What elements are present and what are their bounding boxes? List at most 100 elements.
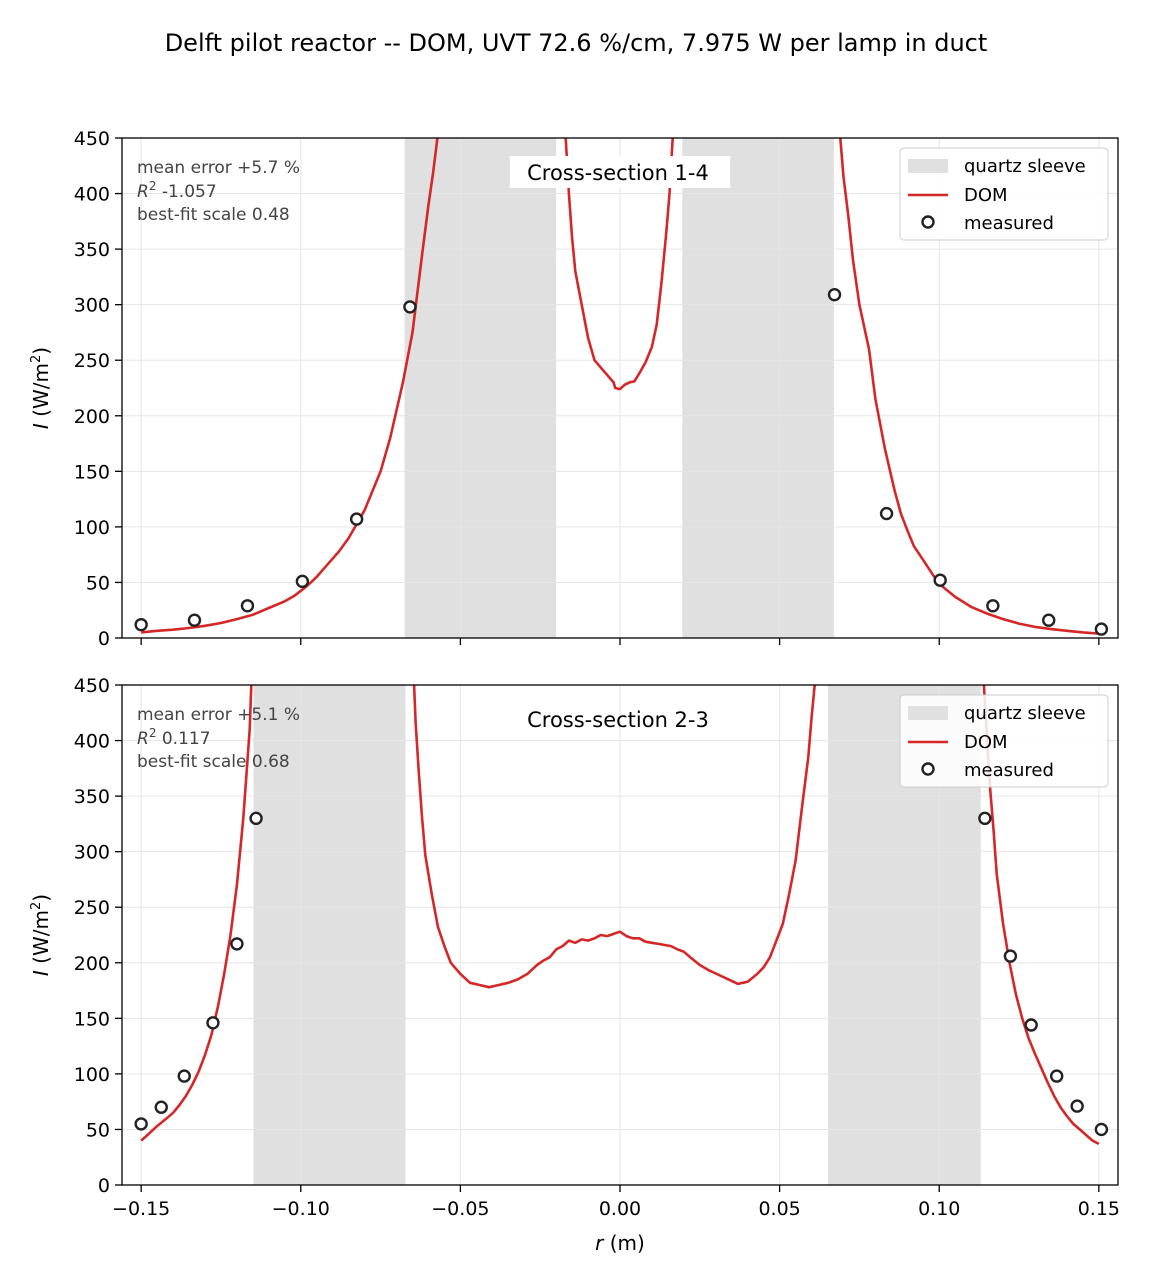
y-tick-label: 450: [74, 675, 110, 697]
y-tick-label: 50: [86, 572, 110, 594]
measured-point: [206, 1016, 220, 1030]
x-axis-label: r (m): [595, 1231, 645, 1255]
y-axis-variable: I: [29, 423, 53, 429]
annotation-r2: R2 0.117: [137, 726, 211, 749]
subplot-title: Cross-section 2-3: [527, 708, 709, 732]
legend-label-dom: DOM: [964, 185, 1008, 206]
y-tick-label: 150: [74, 461, 110, 483]
y-axis-label: I (W/m2): [29, 347, 53, 429]
y-tick-label: 0: [98, 1175, 110, 1197]
measured-point: [134, 617, 148, 632]
measured-point: [1042, 613, 1056, 627]
annotation-mean-error: mean error +5.7 %: [137, 158, 300, 178]
y-tick-label: 0: [98, 628, 110, 650]
legend: quartz sleeve DOM measured: [899, 147, 1109, 241]
dom-line-segment-1: [140, 685, 253, 1142]
legend-frame: [899, 694, 1109, 788]
dom-line-segment-2: [412, 685, 816, 989]
y-tick-label: 400: [74, 184, 110, 206]
y-tick-label: 300: [74, 842, 110, 864]
y-tick-label: 250: [74, 350, 110, 372]
y-axis-label: I (W/m2): [29, 894, 53, 976]
legend-label-sleeve: quartz sleeve: [964, 156, 1086, 177]
legend-frame: [899, 147, 1109, 241]
legend-label-measured: measured: [964, 213, 1054, 234]
measured-point: [403, 300, 417, 314]
x-axis-unit: (m): [610, 1231, 645, 1255]
legend-swatch-measured: [921, 762, 935, 776]
dom-line-segment-3: [839, 138, 1099, 635]
r2-sup: 2: [149, 179, 157, 193]
dom-line-segment-2: [564, 138, 674, 391]
measured-point: [1003, 949, 1018, 963]
x-tick-label: −0.05: [431, 1198, 489, 1220]
y-tick-label: 100: [74, 1064, 110, 1086]
quartz-sleeve-band-1: [404, 138, 557, 638]
dom-line-segment-1: [141, 138, 439, 634]
subplot-title: Cross-section 1-4: [527, 161, 709, 185]
x-tick-label: −0.10: [272, 1198, 330, 1220]
r2-sup: 2: [149, 726, 157, 740]
y-tick-label: 100: [74, 517, 110, 539]
measured-point: [1070, 1099, 1084, 1113]
y-tick-label: 250: [74, 897, 110, 919]
measured-point: [1094, 1122, 1109, 1137]
y-axis-variable: I: [29, 970, 53, 976]
measured-point: [827, 287, 842, 302]
y-tick-label: 350: [74, 786, 110, 808]
legend-label-dom: DOM: [964, 732, 1008, 753]
y-tick-label: 350: [74, 239, 110, 261]
annotation-best-fit: best-fit scale 0.68: [137, 752, 290, 772]
measured-point: [1050, 1069, 1064, 1083]
measured-point: [249, 811, 263, 826]
measured-point: [154, 1100, 168, 1114]
x-tick-label: 0.05: [758, 1198, 800, 1220]
x-axis-variable: r: [595, 1231, 605, 1255]
dom-series: [141, 138, 1099, 635]
y-axis-unit-close: ): [29, 347, 53, 355]
measured-point: [933, 573, 947, 587]
measured-point: [1024, 1018, 1038, 1032]
dom-line-segment-3: [982, 685, 1100, 1146]
measured-point: [1094, 622, 1109, 636]
measured-point: [349, 512, 364, 526]
r2-value: 0.117: [156, 729, 210, 749]
measured-point: [295, 574, 310, 589]
y-tick-label: 50: [86, 1119, 110, 1141]
measured-point: [879, 506, 894, 521]
y-tick-label: 300: [74, 295, 110, 317]
quartz-sleeve-band-2: [682, 138, 834, 638]
subplot-title-box: [509, 156, 731, 188]
r2-symbol: R: [137, 729, 149, 749]
measured-point: [230, 937, 244, 951]
legend-label-sleeve: quartz sleeve: [964, 703, 1086, 724]
y-axis-unit-sup: 2: [29, 355, 44, 363]
measured-point: [978, 811, 992, 826]
y-axis-unit: (W/m: [29, 910, 53, 970]
y-tick-label: 200: [74, 953, 110, 975]
dom-series: [140, 685, 1100, 1146]
annotation-r2: R2 -1.057: [137, 179, 217, 202]
y-tick-label: 400: [74, 731, 110, 753]
x-tick-label: 0.00: [599, 1198, 641, 1220]
legend-swatch-sleeve: [908, 706, 948, 720]
r2-symbol: R: [137, 182, 149, 202]
legend-swatch-sleeve: [908, 159, 948, 173]
r2-value: -1.057: [156, 182, 216, 202]
measured-point: [240, 599, 255, 613]
y-axis-unit-sup: 2: [29, 902, 44, 910]
measured-point: [134, 1117, 148, 1131]
legend-label-measured: measured: [964, 760, 1054, 781]
figure-title: Delft pilot reactor -- DOM, UVT 72.6 %/c…: [165, 29, 988, 57]
measured-point: [187, 613, 202, 627]
legend: quartz sleeve DOM measured: [899, 694, 1109, 788]
measured-point: [986, 599, 1000, 613]
subplot-2: −0.15 −0.10 −0.05 0.00 0.05 0.10 0.15 0 50 100 150…: [29, 675, 1120, 1220]
y-axis-unit-close: ): [29, 894, 53, 902]
x-tick-label: −0.15: [112, 1198, 170, 1220]
quartz-sleeve-band-1: [253, 685, 406, 1185]
y-tick-label: 200: [74, 406, 110, 428]
